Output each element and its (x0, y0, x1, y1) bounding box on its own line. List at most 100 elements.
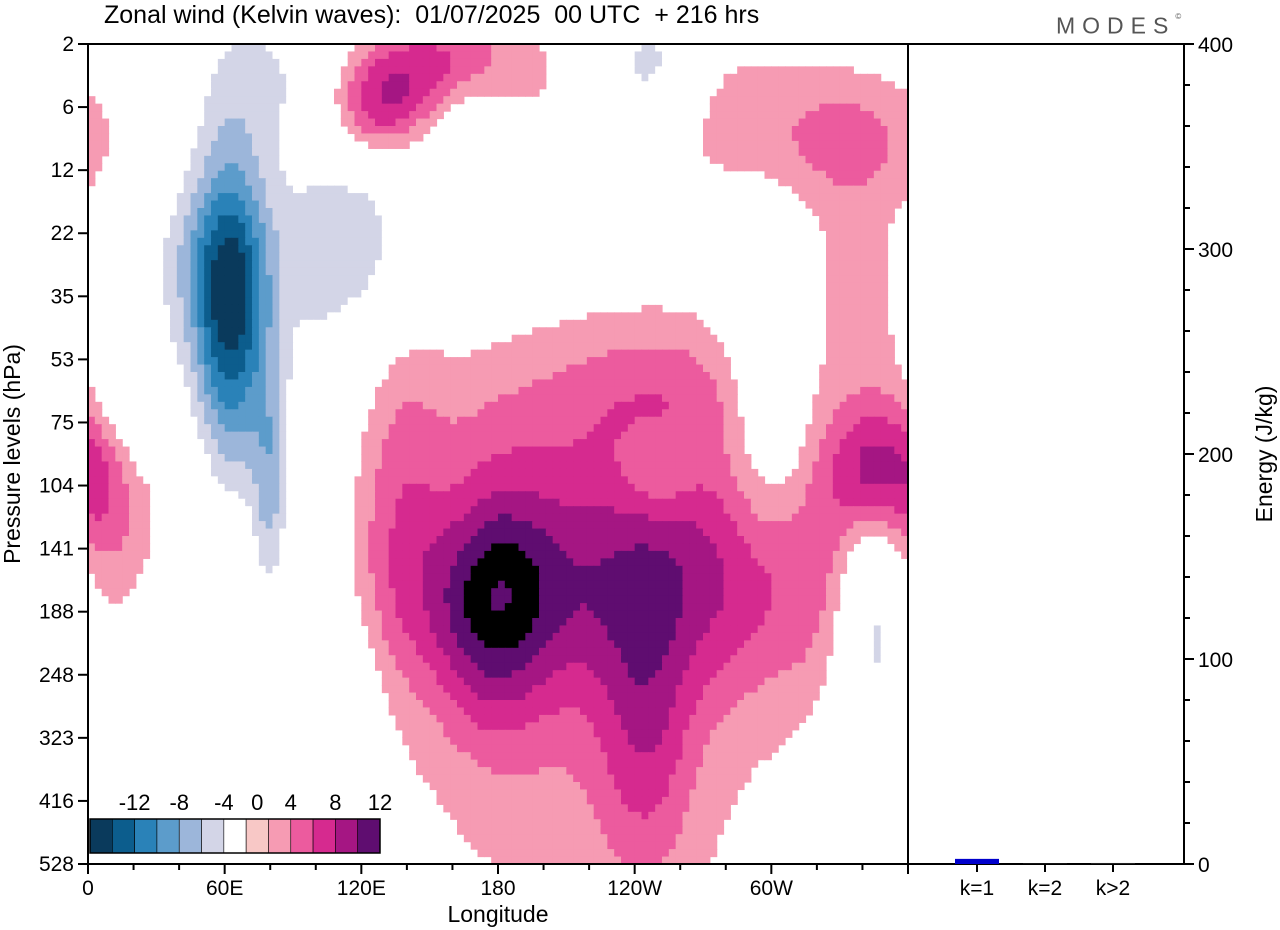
wind-cell (320, 327, 328, 336)
wind-cell (142, 304, 151, 313)
wind-cell (463, 185, 472, 194)
wind-cell (299, 133, 308, 142)
wind-cell (252, 468, 260, 477)
wind-cell (94, 148, 103, 157)
wind-cell (689, 536, 697, 545)
wind-cell (313, 260, 321, 269)
wind-cell (648, 386, 656, 395)
wind-cell (320, 222, 328, 231)
wind-cell (149, 215, 157, 224)
wind-cell (306, 342, 315, 351)
wind-cell (286, 200, 294, 209)
wind-cell (580, 364, 588, 373)
wind-cell (716, 521, 725, 530)
wind-cell (245, 267, 253, 276)
wind-cell (709, 446, 718, 455)
wind-cell (880, 319, 889, 328)
wind-cell (634, 58, 643, 67)
wind-cell (422, 521, 431, 530)
wind-cell (744, 103, 752, 112)
wind-cell (354, 290, 362, 299)
wind-cell (655, 506, 663, 515)
wind-cell (621, 506, 629, 515)
wind-cell (853, 386, 861, 395)
wind-cell (463, 431, 472, 440)
wind-cell (457, 513, 465, 522)
wind-cell (832, 155, 841, 164)
wind-cell (306, 304, 315, 313)
wind-cell (839, 498, 848, 507)
wind-cell (94, 163, 103, 172)
wind-cell (703, 536, 711, 545)
wind-cell (648, 461, 656, 470)
wind-cell (142, 297, 151, 306)
wind-cell (252, 193, 260, 202)
wind-cell (860, 312, 868, 321)
wind-cell (648, 51, 656, 60)
wind-cell (511, 491, 520, 500)
wind-cell (375, 185, 383, 194)
wind-cell (880, 193, 889, 202)
wind-cell (757, 73, 766, 82)
wind-cell (867, 103, 875, 112)
wind-cell (142, 379, 151, 388)
wind-cell (183, 275, 192, 284)
wind-cell (204, 446, 212, 455)
wind-cell (183, 193, 192, 202)
wind-cell (156, 312, 164, 321)
wind-cell (621, 319, 629, 328)
wind-cell (867, 88, 875, 97)
wind-cell (224, 155, 233, 164)
wind-cell (135, 528, 144, 537)
wind-cell (231, 58, 239, 67)
wind-cell (436, 476, 444, 485)
wind-cell (614, 439, 622, 448)
wind-cell (334, 230, 342, 239)
wind-cell (320, 170, 328, 179)
wind-cell (716, 394, 725, 403)
wind-cell (607, 386, 615, 395)
wind-cell (183, 200, 192, 209)
wind-cell (757, 88, 766, 97)
wind-cell (832, 468, 841, 477)
wind-cell (785, 126, 793, 135)
wind-cell (204, 282, 212, 291)
wind-cell (614, 528, 622, 537)
wind-cell (450, 58, 458, 67)
wind-cell (204, 342, 212, 351)
wind-cell (375, 193, 383, 202)
wind-cell (716, 386, 725, 395)
wind-cell (388, 386, 397, 395)
wind-cell (272, 245, 280, 254)
wind-cell (716, 528, 725, 537)
wind-cell (245, 88, 253, 97)
wind-cell (662, 357, 670, 366)
wind-cell (429, 439, 438, 448)
wind-cell (320, 245, 328, 254)
wind-cell (484, 461, 492, 470)
wind-cell (429, 44, 438, 53)
wind-cell (327, 237, 335, 246)
wind-cell (381, 476, 390, 485)
wind-cell (204, 193, 212, 202)
wind-cell (409, 513, 417, 522)
wind-cell (238, 178, 246, 187)
wind-cell (484, 498, 492, 507)
wind-cell (279, 252, 287, 261)
wind-cell (832, 290, 841, 299)
wind-cell (901, 498, 908, 507)
wind-cell (375, 513, 383, 522)
wind-cell (252, 208, 260, 217)
wind-cell (340, 260, 349, 269)
wind-cell (211, 342, 219, 351)
wind-cell (88, 133, 96, 142)
wind-cell (279, 103, 287, 112)
wind-cell (395, 118, 403, 127)
wind-cell (306, 357, 315, 366)
wind-cell (129, 483, 137, 492)
wind-cell (409, 468, 417, 477)
wind-cell (395, 140, 403, 149)
wind-cell (477, 73, 485, 82)
wind-cell (709, 133, 718, 142)
wind-cell (764, 118, 772, 127)
